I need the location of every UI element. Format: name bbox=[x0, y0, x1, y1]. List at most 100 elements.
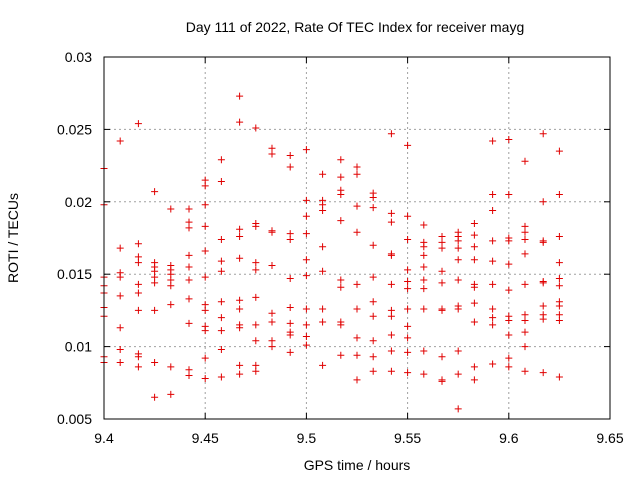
data-point bbox=[387, 331, 395, 339]
data-point bbox=[319, 361, 327, 369]
data-point bbox=[217, 156, 225, 164]
data-point bbox=[438, 244, 446, 252]
data-point bbox=[387, 209, 395, 217]
data-point bbox=[167, 390, 175, 398]
data-point bbox=[286, 304, 294, 312]
data-point bbox=[167, 205, 175, 213]
data-point bbox=[404, 141, 412, 149]
data-point bbox=[201, 182, 209, 190]
data-point bbox=[489, 206, 497, 214]
data-point bbox=[185, 224, 193, 232]
data-point bbox=[337, 276, 345, 284]
data-point bbox=[420, 276, 428, 284]
data-point bbox=[319, 267, 327, 275]
y-tick-label: 0.02 bbox=[65, 194, 92, 210]
data-point bbox=[369, 298, 377, 306]
data-point bbox=[505, 317, 513, 325]
data-point bbox=[252, 124, 260, 132]
data-point bbox=[286, 235, 294, 243]
data-point bbox=[353, 280, 361, 288]
data-point bbox=[489, 305, 497, 313]
data-point bbox=[302, 212, 310, 220]
data-point bbox=[404, 266, 412, 274]
data-point bbox=[236, 370, 244, 378]
data-point bbox=[420, 370, 428, 378]
data-point bbox=[539, 198, 547, 206]
data-point bbox=[438, 353, 446, 361]
y-tick-label: 0.025 bbox=[57, 121, 92, 137]
data-point bbox=[521, 317, 529, 325]
data-point bbox=[252, 321, 260, 329]
data-point bbox=[236, 225, 244, 233]
data-point bbox=[302, 321, 310, 329]
data-point bbox=[236, 254, 244, 262]
data-point bbox=[555, 191, 563, 199]
data-point bbox=[489, 257, 497, 265]
data-point bbox=[134, 306, 142, 314]
data-point bbox=[116, 345, 124, 353]
y-tick-label: 0.005 bbox=[57, 411, 92, 427]
data-point bbox=[268, 150, 276, 158]
data-point bbox=[489, 280, 497, 288]
data-point bbox=[404, 322, 412, 330]
data-point bbox=[302, 272, 310, 280]
data-point bbox=[185, 276, 193, 284]
data-point bbox=[185, 295, 193, 303]
data-point bbox=[555, 147, 563, 155]
data-point bbox=[217, 345, 225, 353]
data-point bbox=[521, 250, 529, 258]
data-point bbox=[134, 353, 142, 361]
data-point bbox=[337, 283, 345, 291]
data-point bbox=[470, 243, 478, 251]
data-point bbox=[521, 228, 529, 236]
data-point bbox=[286, 331, 294, 339]
x-tick-label: 9.55 bbox=[394, 430, 421, 446]
data-point bbox=[134, 289, 142, 297]
data-point bbox=[268, 318, 276, 326]
chart-title: Day 111 of 2022, Rate Of TEC Index for r… bbox=[186, 19, 525, 35]
data-point bbox=[116, 292, 124, 300]
data-point bbox=[521, 343, 529, 351]
data-point bbox=[236, 118, 244, 126]
y-axis-label: ROTI / TECUs bbox=[5, 193, 21, 283]
data-point bbox=[470, 256, 478, 264]
data-point bbox=[521, 367, 529, 375]
data-point bbox=[369, 337, 377, 345]
data-point bbox=[337, 156, 345, 164]
data-point bbox=[353, 334, 361, 342]
data-point bbox=[470, 231, 478, 239]
data-point bbox=[134, 280, 142, 288]
data-point bbox=[505, 363, 513, 371]
data-point bbox=[454, 237, 462, 245]
data-point bbox=[116, 137, 124, 145]
data-point bbox=[489, 191, 497, 199]
data-point bbox=[387, 130, 395, 138]
data-point bbox=[387, 367, 395, 375]
data-point bbox=[252, 259, 260, 267]
data-point bbox=[489, 314, 497, 322]
data-point bbox=[337, 191, 345, 199]
data-point bbox=[505, 191, 513, 199]
data-point bbox=[217, 327, 225, 335]
data-point bbox=[387, 312, 395, 320]
data-point bbox=[302, 332, 310, 340]
data-point bbox=[217, 314, 225, 322]
data-point bbox=[268, 262, 276, 270]
data-point bbox=[167, 282, 175, 290]
data-point bbox=[555, 317, 563, 325]
data-point bbox=[236, 92, 244, 100]
data-point bbox=[167, 363, 175, 371]
data-point bbox=[151, 279, 159, 287]
data-point bbox=[201, 201, 209, 209]
data-point bbox=[201, 247, 209, 255]
data-point bbox=[252, 337, 260, 345]
data-point bbox=[337, 321, 345, 329]
data-point bbox=[404, 348, 412, 356]
data-point bbox=[217, 235, 225, 243]
data-point bbox=[185, 372, 193, 380]
axis-ticks bbox=[103, 56, 611, 420]
data-point bbox=[420, 221, 428, 229]
data-point bbox=[252, 222, 260, 230]
data-point bbox=[521, 157, 529, 165]
